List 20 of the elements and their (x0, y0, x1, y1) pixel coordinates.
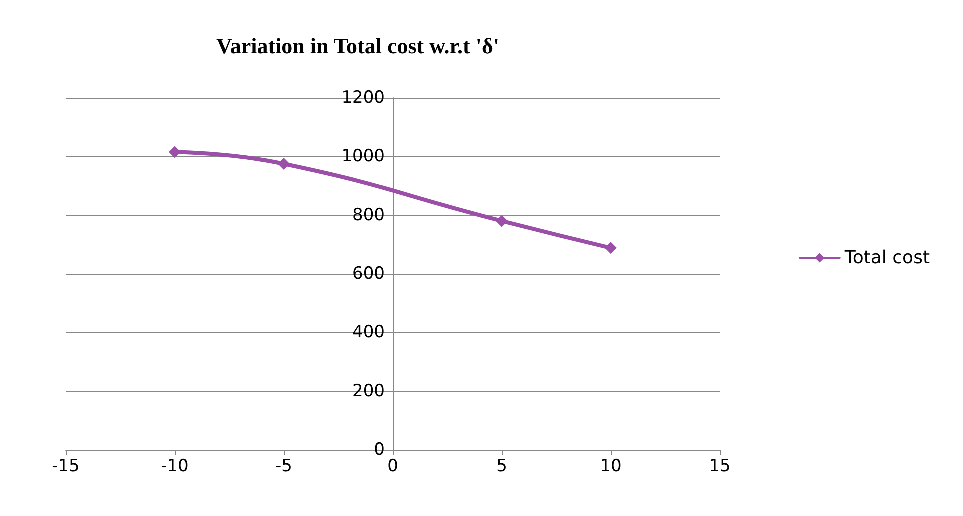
y-tick-label: 400 (352, 322, 385, 343)
point (605, 242, 617, 254)
legend-label: Total cost (844, 248, 930, 268)
y-tick-label: 1200 (342, 88, 385, 108)
point (278, 158, 290, 170)
x-tick-label: -5 (276, 456, 292, 476)
y-tick-label: 1000 (342, 146, 385, 167)
x-tick-label: 5 (496, 456, 508, 476)
y-tick-label: 0 (374, 440, 385, 460)
point (169, 146, 181, 158)
x-tick-label: -15 (52, 456, 80, 476)
x-tick-label: 0 (388, 456, 398, 476)
y-tick-label: 600 (352, 264, 385, 284)
chart-title: Variation in Total cost w.r.t 'δ' (216, 34, 500, 58)
point (496, 215, 508, 228)
y-tick-label: 800 (352, 205, 385, 226)
x-tick-label: 10 (600, 456, 622, 476)
y-tick-label: 200 (352, 381, 385, 402)
x-tick-label: -10 (161, 456, 189, 476)
x-tick-label: 15 (709, 456, 731, 476)
